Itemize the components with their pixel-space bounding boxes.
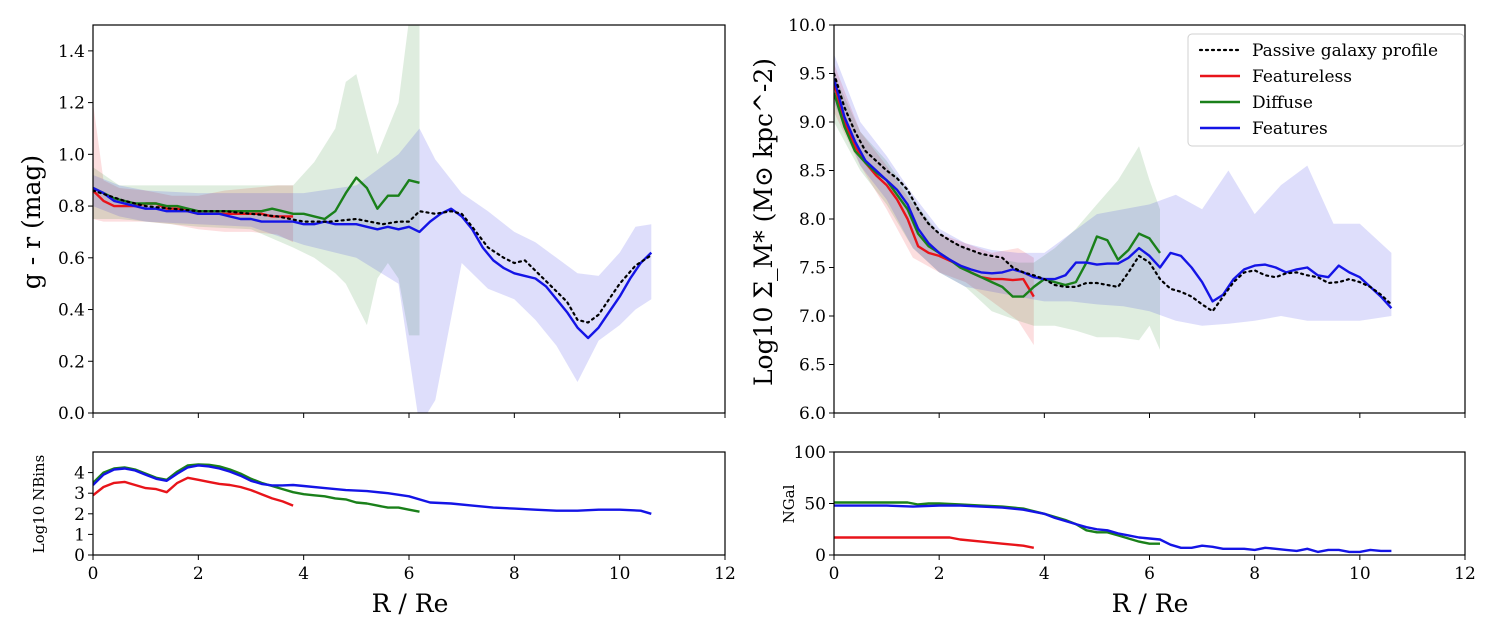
- ngal-ytick-label: 50: [804, 495, 826, 515]
- color-plot-area: [93, 25, 653, 413]
- density-plot-area: [834, 54, 1393, 350]
- color-ytick-label: 0.8: [58, 197, 85, 217]
- nbins-xtick-label: 10: [609, 564, 631, 584]
- density-band-featureless: [834, 63, 1034, 346]
- density-line-features: [834, 78, 1393, 310]
- color-ytick-label: 0.2: [58, 352, 85, 372]
- density-ylabel: Log10 Σ_M* (M⊙ kpc^-2): [749, 58, 778, 386]
- nbins-xtick-label: 6: [404, 564, 415, 584]
- nbins-xtick-label: 2: [193, 564, 204, 584]
- color-ylabel: g - r (mag): [17, 155, 46, 289]
- mass-density-panel: 6.0 6.5 7.0 7.5 8.0 8.5 9.0 9.5 10.0: [788, 16, 1466, 424]
- nbins-xlabel: R / Re: [372, 589, 449, 618]
- color-ytick-label: 0.4: [58, 301, 85, 321]
- density-band-diffuse: [834, 73, 1160, 350]
- density-ytick-label: 9.5: [799, 65, 826, 85]
- nbins-line-features: [93, 464, 652, 515]
- color-ytick-label: 1.0: [58, 145, 85, 165]
- ngal-xtick-label: 8: [1249, 564, 1260, 584]
- nbins-xtick-label: 4: [298, 564, 309, 584]
- nbins-xtick-label: 0: [88, 564, 99, 584]
- legend-label-featureless: Featureless: [1252, 67, 1352, 87]
- nbins-ytick-label: 2: [74, 505, 85, 525]
- legend-label-passive: Passive galaxy profile: [1252, 41, 1438, 61]
- ngal-ytick-label: 0: [815, 546, 826, 566]
- color-ytick-label: 0.6: [58, 249, 85, 269]
- density-ytick-label: 6.0: [799, 404, 826, 424]
- color-line-passive: [93, 189, 653, 324]
- nbins-ytick-label: 1: [74, 525, 85, 545]
- legend: Passive galaxy profile Featureless Diffu…: [1187, 33, 1465, 147]
- density-line-passive: [834, 72, 1393, 313]
- ngal-panel: 0 50 100 0 2 4 6 8 10 12: [794, 443, 1476, 584]
- ngal-line-features: [834, 504, 1392, 554]
- color-band-features: [93, 128, 652, 413]
- ngal-ylabel: NGal: [780, 484, 798, 523]
- ngal-xtick-label: 2: [934, 564, 945, 584]
- nbins-ytick-label: 4: [74, 464, 85, 484]
- density-ytick-label: 10.0: [788, 16, 826, 36]
- legend-label-diffuse: Diffuse: [1252, 93, 1313, 113]
- density-ytick-label: 8.5: [799, 162, 826, 182]
- density-ytick-label: 7.5: [799, 259, 826, 279]
- nbins-ytick-label: 3: [74, 484, 85, 504]
- ngal-xtick-label: 12: [1454, 564, 1476, 584]
- color-line-features: [93, 186, 653, 340]
- ngal-plot-area: [834, 501, 1392, 554]
- ngal-xtick-label: 10: [1349, 564, 1371, 584]
- ngal-ytick-label: 100: [794, 443, 826, 463]
- color-profile-panel: 0.0 0.2 0.4 0.6 0.8 1.0 1.2 1.4: [58, 24, 726, 424]
- legend-box: [1187, 33, 1465, 147]
- color-band-diffuse: [93, 25, 420, 336]
- ngal-line-featureless: [834, 536, 1035, 549]
- ngal-xlabel: R / Re: [1112, 589, 1189, 618]
- nbins-ytick-label: 0: [74, 546, 85, 566]
- ngal-xtick-label: 6: [1144, 564, 1155, 584]
- color-ytick-label: 1.2: [58, 94, 85, 114]
- ngal-xtick-label: 4: [1039, 564, 1050, 584]
- color-line-diffuse: [93, 176, 420, 221]
- density-ytick-label: 8.0: [799, 210, 826, 230]
- ngal-xtick-label: 0: [829, 564, 840, 584]
- density-ytick-label: 7.0: [799, 307, 826, 327]
- nbins-xtick-label: 8: [509, 564, 520, 584]
- nbins-ylabel: Log10 NBins: [30, 455, 48, 554]
- density-ytick-label: 9.0: [799, 113, 826, 133]
- nbins-plot-area: [93, 463, 652, 515]
- color-ytick-label: 0.0: [58, 404, 85, 424]
- legend-label-features: Features: [1252, 119, 1328, 139]
- density-band-features: [834, 54, 1392, 326]
- color-ytick-label: 1.4: [58, 42, 85, 62]
- nbins-xtick-label: 12: [714, 564, 736, 584]
- density-ytick-label: 6.5: [799, 356, 826, 376]
- nbins-line-featureless: [93, 476, 294, 507]
